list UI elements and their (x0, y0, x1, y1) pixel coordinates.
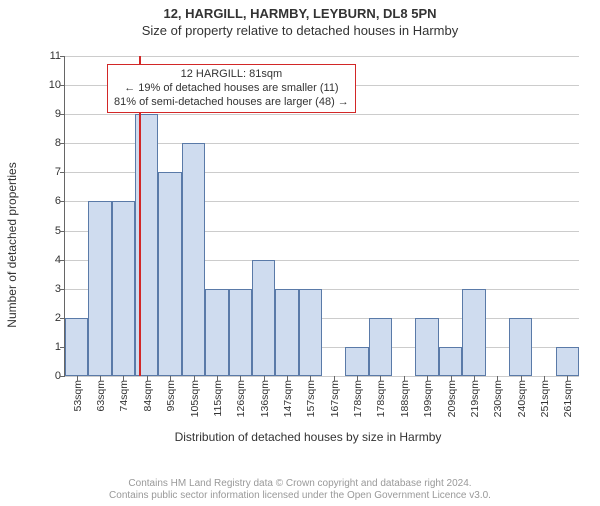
y-tick-label: 11 (41, 50, 61, 62)
x-tick-label: 251sqm (539, 376, 551, 417)
x-tick-mark (521, 376, 522, 381)
x-tick-label: 136sqm (259, 376, 271, 417)
x-tick-label: 74sqm (118, 376, 130, 412)
y-tick-mark (60, 289, 65, 290)
y-tick-label: 4 (41, 254, 61, 266)
y-tick-mark (60, 56, 65, 57)
bar (509, 318, 532, 376)
y-tick-label: 5 (41, 225, 61, 237)
bar (65, 318, 88, 376)
grid-line (65, 56, 579, 57)
x-tick-mark (240, 376, 241, 381)
bar (112, 201, 135, 376)
x-tick-mark (427, 376, 428, 381)
y-tick-label: 3 (41, 283, 61, 295)
y-tick-label: 1 (41, 341, 61, 353)
x-tick-label: 126sqm (235, 376, 247, 417)
bar (275, 289, 298, 376)
bar (299, 289, 322, 376)
x-tick-label: 240sqm (516, 376, 528, 417)
y-tick-mark (60, 201, 65, 202)
y-tick-label: 6 (41, 195, 61, 207)
bar (229, 289, 252, 376)
y-tick-label: 10 (41, 79, 61, 91)
x-tick-mark (147, 376, 148, 381)
x-tick-label: 63sqm (95, 376, 107, 412)
bar (88, 201, 111, 376)
annotation-line1: 12 HARGILL: 81sqm (114, 68, 349, 82)
x-tick-label: 167sqm (329, 376, 341, 417)
bar (158, 172, 181, 376)
y-tick-label: 9 (41, 108, 61, 120)
bar (556, 347, 579, 376)
bar (439, 347, 462, 376)
x-tick-mark (544, 376, 545, 381)
x-tick-mark (170, 376, 171, 381)
x-tick-mark (497, 376, 498, 381)
x-tick-label: 230sqm (492, 376, 504, 417)
x-tick-mark (194, 376, 195, 381)
plot-area: 0123456789101153sqm63sqm74sqm84sqm95sqm1… (64, 56, 579, 377)
bar (252, 260, 275, 376)
x-tick-label: 84sqm (142, 376, 154, 412)
y-tick-mark (60, 85, 65, 86)
y-tick-label: 7 (41, 166, 61, 178)
chart-container: Number of detached properties 0123456789… (28, 50, 588, 440)
y-tick-label: 8 (41, 137, 61, 149)
x-tick-label: 157sqm (305, 376, 317, 417)
x-tick-mark (287, 376, 288, 381)
annotation-line3: 81% of semi-detached houses are larger (… (114, 96, 349, 110)
bar (462, 289, 485, 376)
y-tick-mark (60, 260, 65, 261)
x-axis-label: Distribution of detached houses by size … (175, 430, 442, 444)
x-tick-mark (404, 376, 405, 381)
x-tick-label: 105sqm (189, 376, 201, 417)
footer-line1: Contains HM Land Registry data © Crown c… (109, 478, 491, 490)
x-tick-label: 261sqm (562, 376, 574, 417)
x-tick-label: 199sqm (422, 376, 434, 417)
footer-line2: Contains public sector information licen… (109, 490, 491, 502)
y-tick-label: 0 (41, 370, 61, 382)
x-tick-mark (451, 376, 452, 381)
page-title: 12, HARGILL, HARMBY, LEYBURN, DL8 5PN (0, 6, 600, 21)
x-tick-mark (567, 376, 568, 381)
x-tick-label: 178sqm (375, 376, 387, 417)
page-subtitle: Size of property relative to detached ho… (0, 23, 600, 38)
bar (369, 318, 392, 376)
x-tick-label: 188sqm (399, 376, 411, 417)
y-tick-mark (60, 376, 65, 377)
x-tick-label: 115sqm (212, 376, 224, 417)
bar (182, 143, 205, 376)
x-tick-mark (357, 376, 358, 381)
y-tick-mark (60, 172, 65, 173)
y-axis-label: Number of detached properties (5, 162, 19, 327)
y-tick-mark (60, 114, 65, 115)
x-tick-mark (380, 376, 381, 381)
y-tick-mark (60, 143, 65, 144)
bar (415, 318, 438, 376)
x-tick-mark (217, 376, 218, 381)
annotation-line2: ← 19% of detached houses are smaller (11… (114, 82, 349, 96)
annotation-box: 12 HARGILL: 81sqm ← 19% of detached hous… (107, 64, 356, 113)
x-tick-label: 178sqm (352, 376, 364, 417)
y-tick-label: 2 (41, 312, 61, 324)
x-tick-label: 219sqm (469, 376, 481, 417)
x-tick-label: 53sqm (72, 376, 84, 412)
x-tick-mark (77, 376, 78, 381)
footer-text: Contains HM Land Registry data © Crown c… (109, 478, 491, 502)
x-tick-mark (264, 376, 265, 381)
x-tick-mark (100, 376, 101, 381)
bar (345, 347, 368, 376)
x-tick-mark (310, 376, 311, 381)
x-tick-label: 209sqm (446, 376, 458, 417)
bar (205, 289, 228, 376)
x-tick-label: 95sqm (165, 376, 177, 412)
x-tick-label: 147sqm (282, 376, 294, 417)
y-tick-mark (60, 231, 65, 232)
x-tick-mark (474, 376, 475, 381)
x-tick-mark (334, 376, 335, 381)
x-tick-mark (123, 376, 124, 381)
